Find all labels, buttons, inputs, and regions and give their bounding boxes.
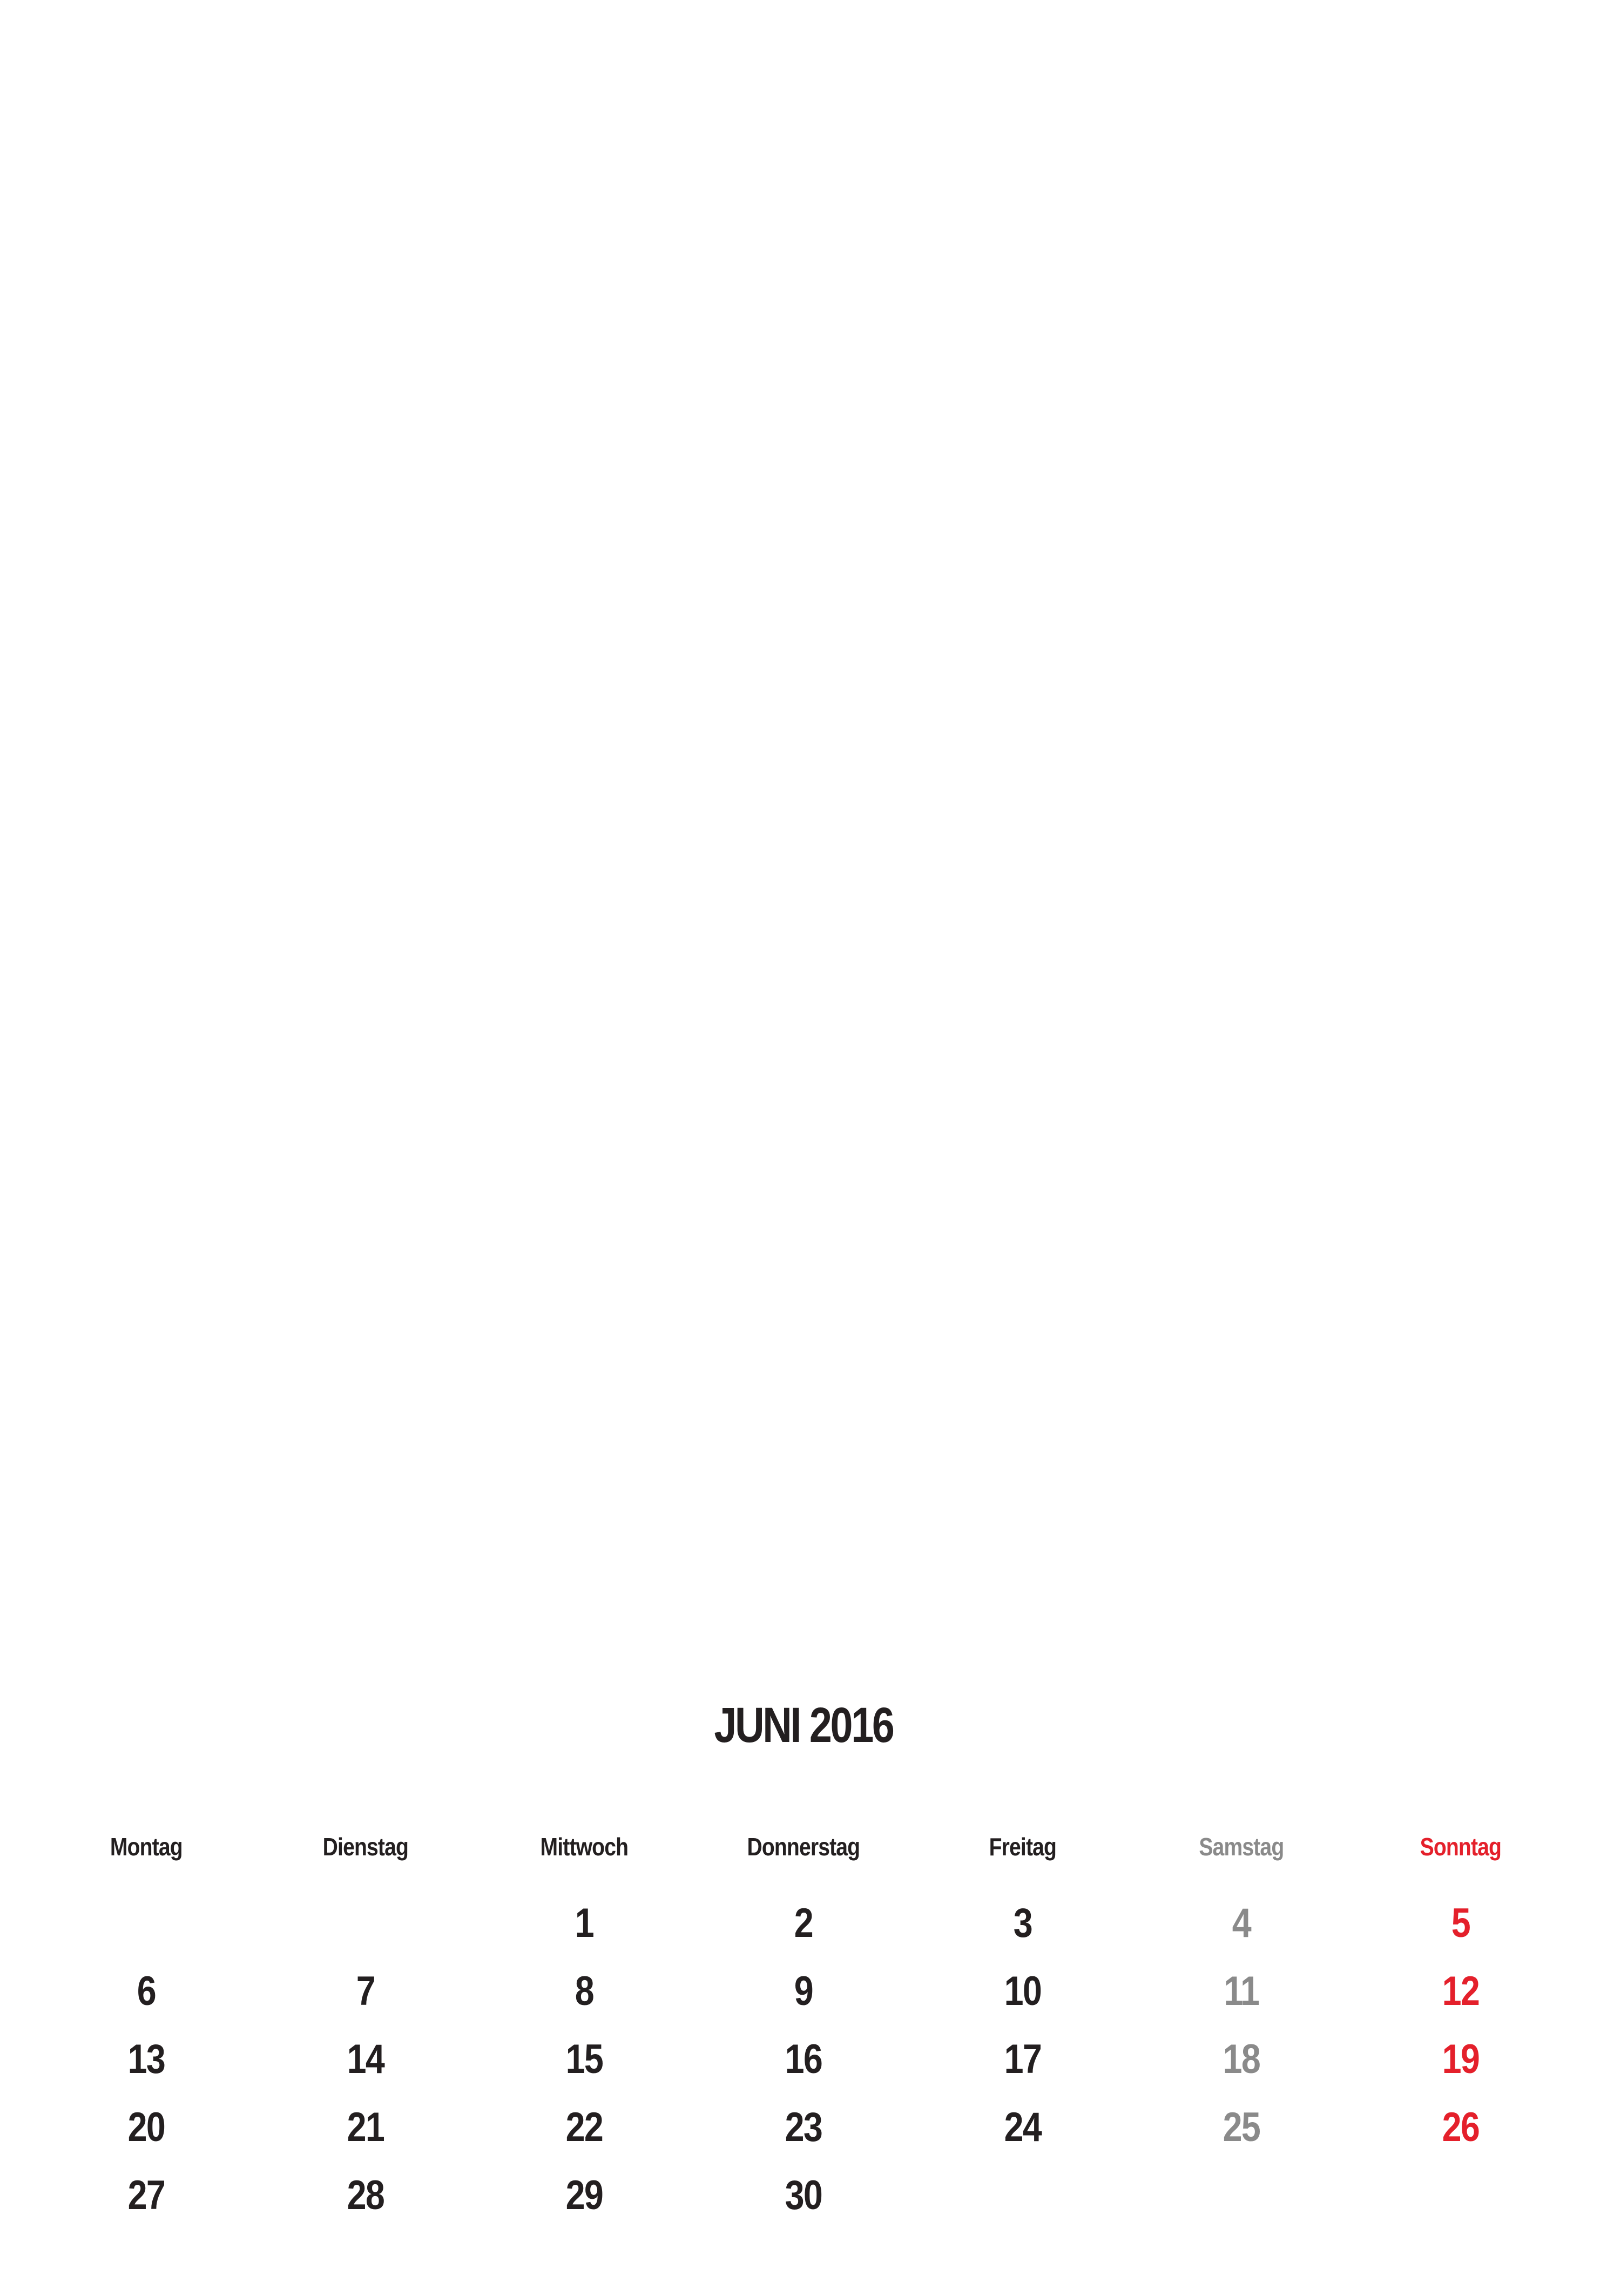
day-cell: 2 — [794, 1900, 814, 1946]
day-cell-sunday: 19 — [1442, 2036, 1480, 2082]
day-cell-sunday: 12 — [1442, 1968, 1480, 2014]
weekday-header-wednesday: Mittwoch — [540, 1833, 629, 1861]
day-cell-saturday: 4 — [1232, 1900, 1252, 1946]
day-cell: 14 — [347, 2036, 384, 2082]
day-cell: 17 — [1004, 2036, 1042, 2082]
day-cell-sunday: 26 — [1442, 2104, 1480, 2150]
day-cell-saturday: 11 — [1224, 1968, 1260, 2014]
day-cell: 29 — [565, 2172, 604, 2218]
week-row: 27 28 29 30 — [37, 2161, 1570, 2229]
day-cell: 16 — [785, 2036, 823, 2082]
day-cell: 3 — [1013, 1900, 1032, 1946]
day-cell: 22 — [565, 2104, 604, 2150]
day-cell: 21 — [347, 2104, 384, 2150]
day-cell: 13 — [127, 2036, 166, 2082]
day-cell: 23 — [785, 2104, 823, 2150]
day-cell: 15 — [565, 2036, 604, 2082]
weekday-header-monday: Montag — [110, 1833, 183, 1861]
weekday-header-tuesday: Dienstag — [322, 1833, 408, 1861]
weekday-header-sunday: Sonntag — [1420, 1833, 1502, 1861]
day-cell: 1 — [575, 1900, 595, 1946]
day-cell: 6 — [137, 1968, 157, 2014]
weekday-header-saturday: Samstag — [1199, 1833, 1285, 1861]
week-row: 20 21 22 23 24 25 26 — [37, 2093, 1570, 2161]
day-cell: 24 — [1004, 2104, 1042, 2150]
day-cell: 9 — [794, 1968, 814, 2014]
week-row: 6 7 8 9 10 11 12 — [37, 1957, 1570, 2025]
day-cell: 27 — [127, 2172, 166, 2218]
day-cell-saturday: 25 — [1223, 2104, 1261, 2150]
weekday-header-friday: Freitag — [989, 1833, 1056, 1861]
weekday-header-thursday: Donnerstag — [747, 1833, 861, 1861]
day-cell: 10 — [1004, 1968, 1042, 2014]
calendar-grid: Montag Dienstag Mittwoch Donnerstag Frei… — [37, 1825, 1570, 2229]
day-cell: 8 — [575, 1968, 595, 2014]
week-row: 13 14 15 16 17 18 19 — [37, 2025, 1570, 2093]
photo-placeholder-area — [0, 0, 1607, 1652]
day-cell-saturday: 18 — [1223, 2036, 1261, 2082]
week-row: 1 2 3 4 5 — [37, 1889, 1570, 1957]
day-cell: 7 — [356, 1968, 375, 2014]
day-cell: 20 — [127, 2104, 166, 2150]
day-cell: 30 — [785, 2172, 823, 2218]
month-title: JUNI 2016 — [714, 1698, 894, 1753]
day-cell-sunday: 5 — [1451, 1900, 1471, 1946]
day-cell: 28 — [347, 2172, 384, 2218]
weekday-header-row: Montag Dienstag Mittwoch Donnerstag Frei… — [37, 1825, 1570, 1868]
